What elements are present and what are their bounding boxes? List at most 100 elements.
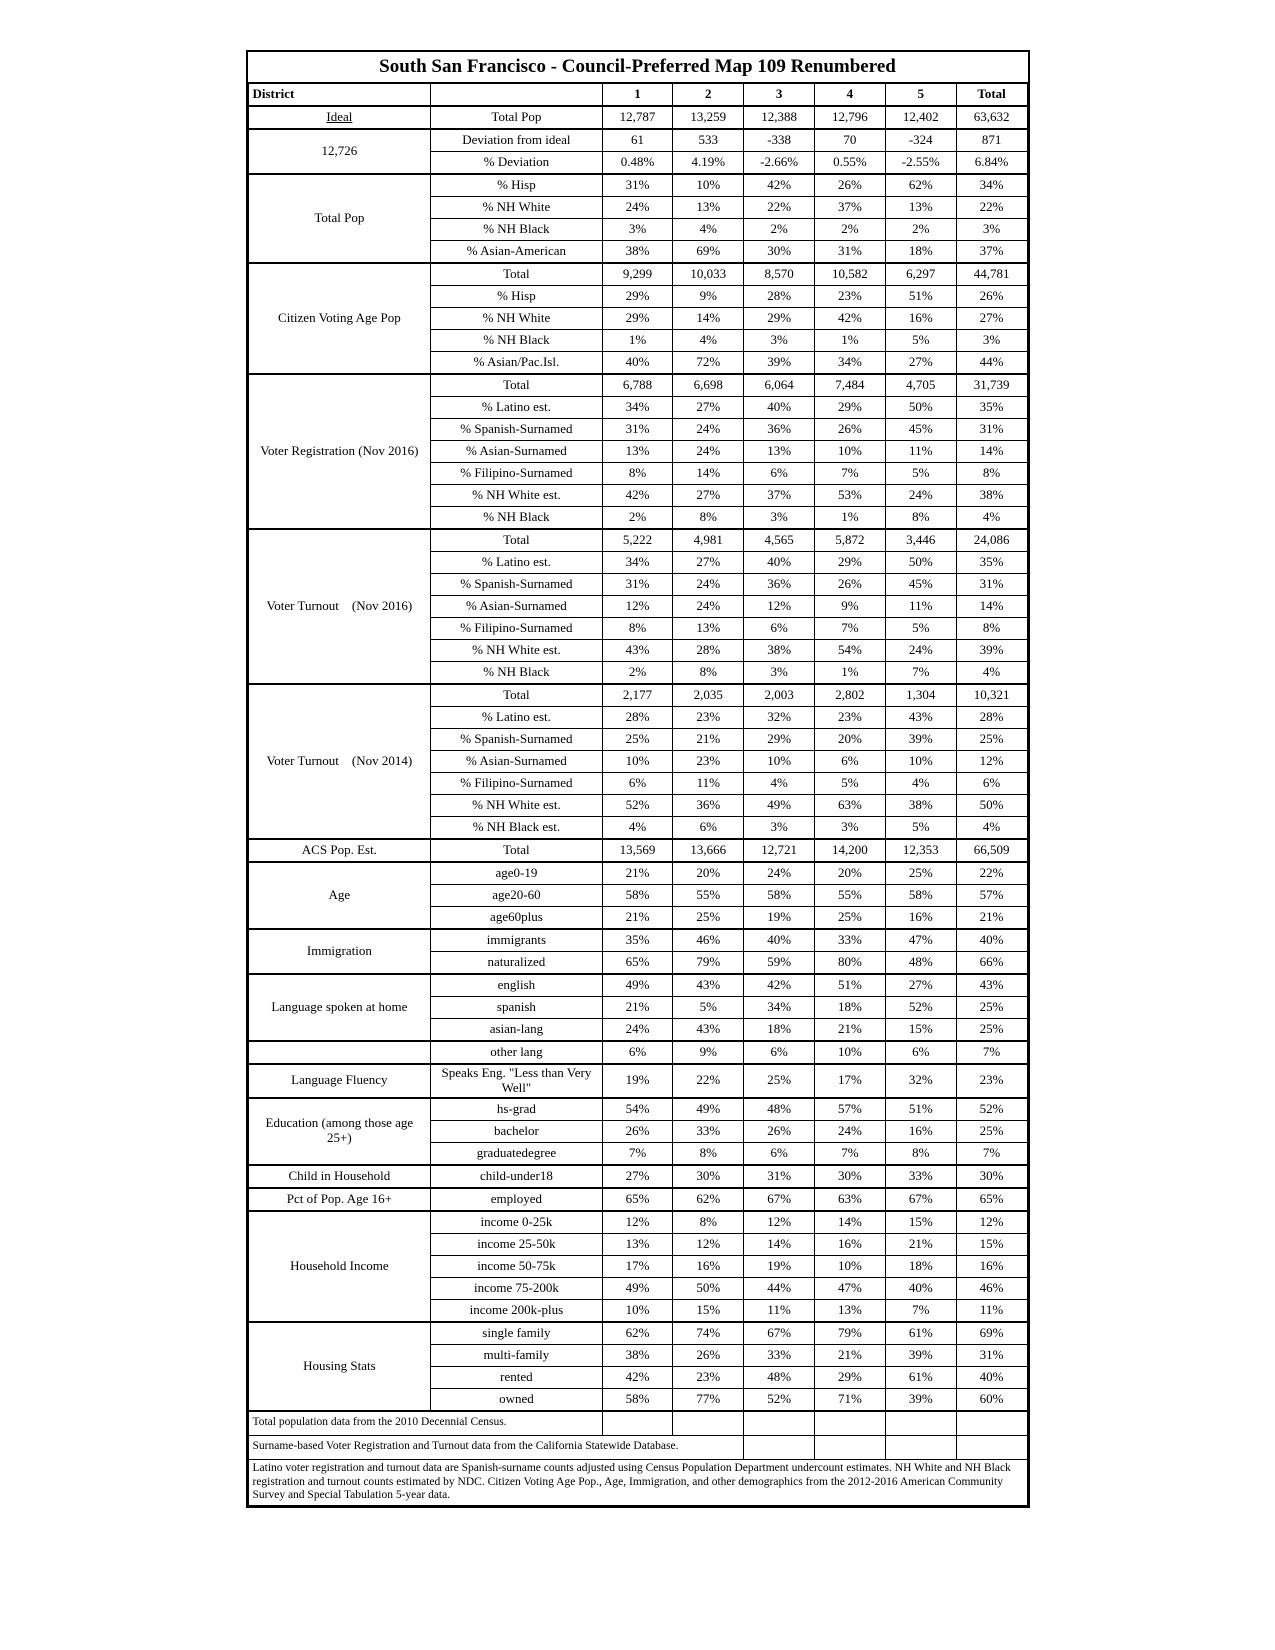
metric-label: income 50-75k [431, 1255, 602, 1277]
data-cell: 10% [815, 1255, 886, 1277]
data-cell: 28% [673, 640, 744, 662]
data-cell: 15% [885, 1211, 956, 1234]
metric-label: Total [431, 529, 602, 552]
metric-label: % Asian-Surnamed [431, 441, 602, 463]
data-cell: 6% [744, 1142, 815, 1165]
data-cell: 15% [956, 1233, 1027, 1255]
data-cell: 45% [885, 574, 956, 596]
data-cell: 40% [885, 1277, 956, 1299]
metric-label: other lang [431, 1041, 602, 1064]
col-1: 1 [602, 83, 673, 106]
data-cell: 49% [673, 1098, 744, 1121]
data-cell: 28% [744, 286, 815, 308]
data-cell: 2% [815, 219, 886, 241]
metric-label: Total [431, 263, 602, 286]
data-cell: 20% [815, 862, 886, 885]
data-cell: 9% [673, 1041, 744, 1064]
data-cell: 12% [956, 751, 1027, 773]
data-cell: 49% [602, 1277, 673, 1299]
data-cell: 39% [885, 729, 956, 751]
group-label: Education (among those age 25+) [248, 1098, 431, 1165]
data-cell: 36% [744, 574, 815, 596]
data-cell: 20% [815, 729, 886, 751]
data-cell: 8% [956, 463, 1027, 485]
data-cell: 2,003 [744, 684, 815, 707]
data-cell: 6% [673, 817, 744, 840]
data-cell: 19% [744, 1255, 815, 1277]
metric-label: single family [431, 1322, 602, 1345]
metric-label: % NH Black [431, 219, 602, 241]
data-cell: 12% [956, 1211, 1027, 1234]
data-cell: 5% [885, 618, 956, 640]
data-cell: 8% [673, 662, 744, 685]
data-cell: 27% [956, 308, 1027, 330]
data-cell: 28% [956, 707, 1027, 729]
data-cell: 4,565 [744, 529, 815, 552]
metric-label: income 0-25k [431, 1211, 602, 1234]
col-4: 4 [815, 83, 886, 106]
data-cell: 66% [956, 952, 1027, 975]
data-cell: 5% [885, 463, 956, 485]
data-cell: 48% [744, 1366, 815, 1388]
data-cell: 16% [885, 907, 956, 930]
data-cell: 22% [673, 1064, 744, 1098]
data-cell: 6% [815, 751, 886, 773]
group-label: Voter Turnout (Nov 2014) [248, 684, 431, 839]
data-cell: 31% [602, 574, 673, 596]
data-cell: 35% [602, 929, 673, 952]
data-cell: 38% [602, 1344, 673, 1366]
metric-label: spanish [431, 997, 602, 1019]
data-cell: 12,388 [744, 106, 815, 129]
data-cell: 31% [956, 1344, 1027, 1366]
data-cell: 11% [673, 773, 744, 795]
data-cell: 72% [673, 352, 744, 375]
data-cell: 37% [956, 241, 1027, 264]
group-label: Total Pop [248, 174, 431, 263]
data-cell: 51% [885, 286, 956, 308]
data-cell: 7% [815, 463, 886, 485]
data-cell: 37% [815, 197, 886, 219]
metric-label: bachelor [431, 1120, 602, 1142]
data-cell: 6,064 [744, 374, 815, 397]
data-cell: 3% [956, 219, 1027, 241]
data-cell: 10,321 [956, 684, 1027, 707]
metric-label: Total [431, 684, 602, 707]
data-cell: 30% [744, 241, 815, 264]
data-cell: 31% [815, 241, 886, 264]
data-cell: 33% [673, 1120, 744, 1142]
data-cell: 6% [744, 618, 815, 640]
data-cell: 40% [744, 552, 815, 574]
data-cell: 24% [885, 485, 956, 507]
metric-label: income 25-50k [431, 1233, 602, 1255]
data-cell: 48% [885, 952, 956, 975]
data-cell: 14% [815, 1211, 886, 1234]
data-cell: 4.19% [673, 152, 744, 175]
data-cell: 12% [602, 1211, 673, 1234]
data-cell: 4% [673, 219, 744, 241]
data-cell: 10% [744, 751, 815, 773]
data-cell: 55% [673, 885, 744, 907]
data-cell: 24% [602, 197, 673, 219]
data-cell: -2.66% [744, 152, 815, 175]
data-cell: 6.84% [956, 152, 1027, 175]
data-cell: 19% [602, 1064, 673, 1098]
data-cell: 58% [744, 885, 815, 907]
data-cell: 48% [744, 1098, 815, 1121]
data-cell: 33% [885, 1165, 956, 1188]
data-cell: 7% [885, 1299, 956, 1322]
data-cell: 30% [673, 1165, 744, 1188]
data-cell: 32% [744, 707, 815, 729]
data-cell: 79% [673, 952, 744, 975]
data-cell: 50% [885, 552, 956, 574]
data-cell: 8% [673, 507, 744, 530]
data-cell: 8% [885, 1142, 956, 1165]
data-cell: 42% [602, 1366, 673, 1388]
data-table: District12345TotalIdealTotal Pop12,78713… [248, 82, 1028, 1506]
data-cell: 25% [602, 729, 673, 751]
data-cell: 10,582 [815, 263, 886, 286]
data-cell: 18% [815, 997, 886, 1019]
col-2: 2 [673, 83, 744, 106]
data-cell: 7% [956, 1041, 1027, 1064]
data-cell: 27% [885, 974, 956, 997]
data-cell: 14% [956, 596, 1027, 618]
